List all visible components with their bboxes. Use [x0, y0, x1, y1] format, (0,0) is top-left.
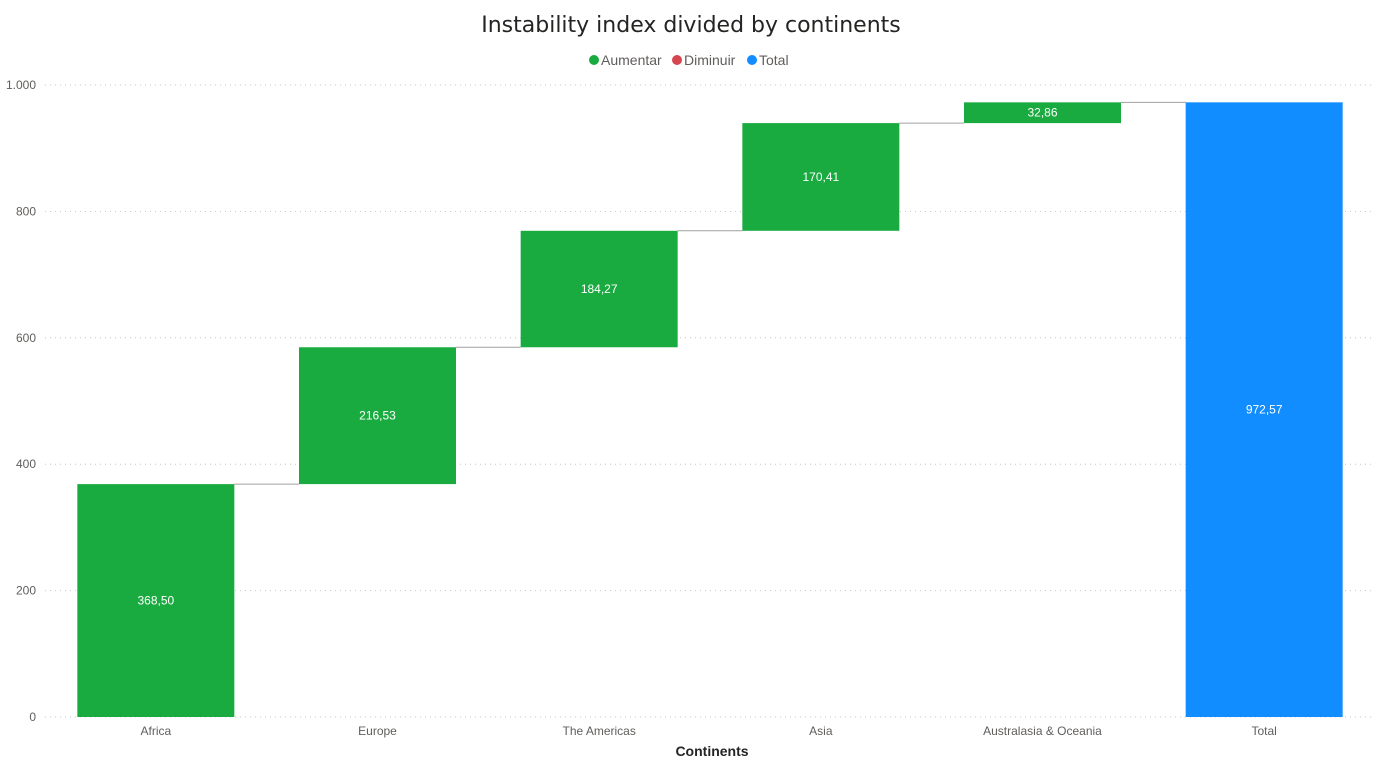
y-axis: 0 200 400 600 800 1.000 — [6, 78, 36, 724]
legend-swatch-diminuir — [672, 55, 682, 65]
x-tick-label: Europe — [358, 724, 397, 738]
connector-lines — [234, 101, 1186, 485]
y-tick-label: 0 — [29, 710, 36, 724]
x-tick-label: Asia — [809, 724, 833, 738]
legend-swatch-total — [747, 55, 757, 65]
legend-label-total: Total — [759, 52, 789, 68]
bar — [964, 102, 1121, 124]
x-tick-label: The Americas — [562, 724, 635, 738]
x-tick-label: Australasia & Oceania — [983, 724, 1102, 738]
legend: Aumentar Diminuir Total — [589, 52, 789, 68]
legend-swatch-aumentar — [589, 55, 599, 65]
x-axis-title: Continents — [675, 743, 748, 759]
bars — [77, 102, 1343, 718]
bar — [77, 484, 235, 717]
data-label: 972,57 — [1246, 403, 1283, 417]
y-tick-label: 600 — [16, 331, 36, 345]
data-label: 170,41 — [802, 170, 839, 184]
legend-label-diminuir: Diminuir — [684, 52, 736, 68]
x-axis: Africa Europe The Americas Asia Australasia … — [140, 724, 1276, 738]
data-labels: 368,50 216,53 184,27 170,41 32,86 972,57 — [137, 106, 1282, 608]
y-tick-label: 400 — [16, 457, 36, 471]
bar — [520, 230, 678, 348]
data-label: 32,86 — [1027, 106, 1057, 120]
x-tick-label: Africa — [140, 724, 171, 738]
gridlines — [45, 84, 1375, 718]
bar — [742, 123, 900, 231]
chart-title: Instability index divided by continents — [481, 13, 901, 38]
y-tick-label: 1.000 — [6, 78, 36, 92]
y-tick-label: 200 — [16, 584, 36, 598]
data-label: 368,50 — [137, 594, 174, 608]
bar — [299, 347, 456, 485]
data-label: 216,53 — [359, 409, 396, 423]
bar — [1185, 102, 1343, 718]
legend-label-aumentar: Aumentar — [601, 52, 662, 68]
x-tick-label: Total — [1251, 724, 1276, 738]
y-tick-label: 800 — [16, 204, 36, 218]
data-label: 184,27 — [581, 282, 618, 296]
